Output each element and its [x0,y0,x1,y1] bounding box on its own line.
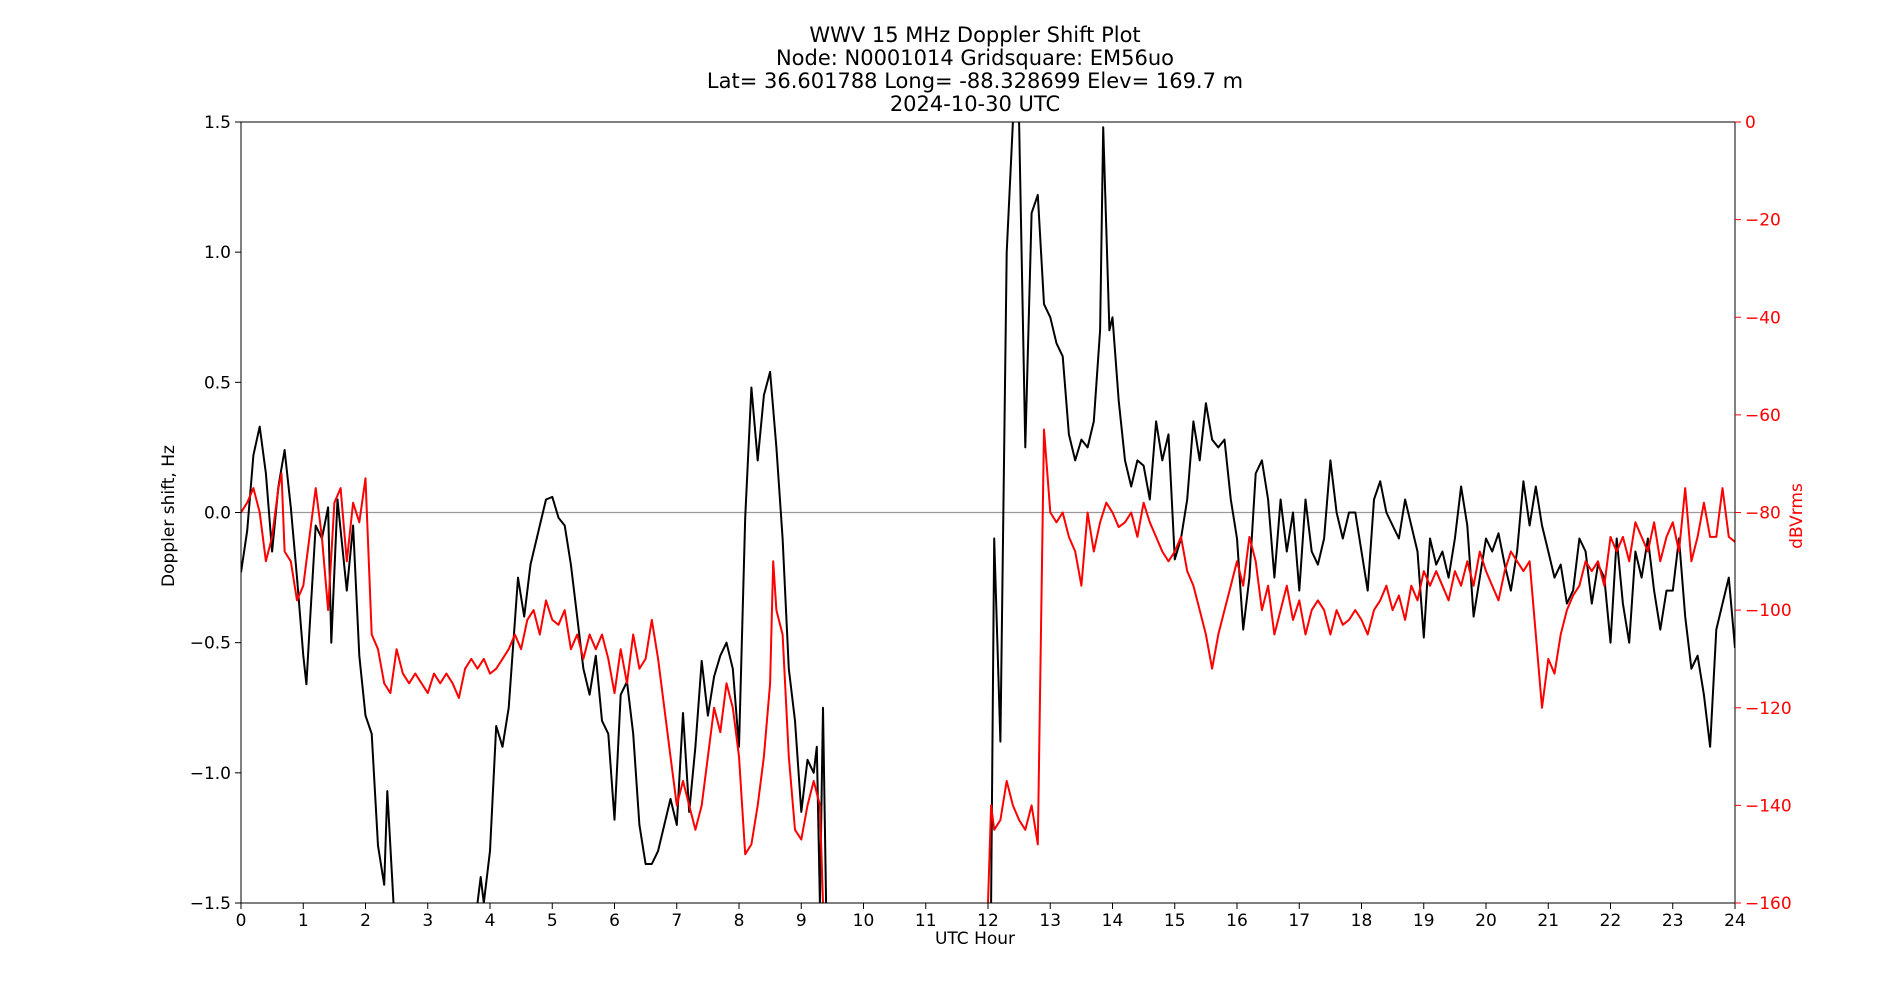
y-tick-label: 1.0 [204,243,231,263]
power-series-line-0 [241,472,824,903]
y2-tick-label: −140 [1745,796,1792,816]
x-tick-label: 7 [671,911,682,931]
x-tick-label: 13 [1039,911,1061,931]
doppler-series-line-3 [1018,122,1735,748]
x-tick-label: 1 [298,911,309,931]
x-tick-label: 9 [796,911,807,931]
x-tick-label: 8 [734,911,745,931]
y2-tick-label: −80 [1745,504,1781,524]
x-tick-label: 11 [915,911,937,931]
title-line-2: Node: N0001014 Gridsquare: EM56uo [776,46,1174,70]
doppler-series-line-0 [241,425,395,903]
doppler-series-line-2 [990,122,1014,903]
y2-tick-label: 0 [1745,113,1756,133]
y-tick-label: 0.5 [204,373,231,393]
x-tick-label: 24 [1724,911,1746,931]
x-tick-label: 0 [236,911,247,931]
y2-tick-label: −40 [1745,308,1781,328]
y2-axis-label: dBVrms [1787,483,1807,549]
x-tick-label: 15 [1164,911,1186,931]
y2-tick-label: −120 [1745,699,1792,719]
x-tick-label: 18 [1351,911,1373,931]
x-tick-label: 6 [609,911,620,931]
y-tick-label: 1.5 [204,113,231,133]
x-tick-label: 16 [1226,911,1248,931]
y-axis-right: −160 −140 −120 −100 −80 −60 −40 −20 0 [1735,113,1792,914]
y2-tick-label: −20 [1745,211,1781,231]
y-tick-label: 0.0 [204,504,231,524]
x-tick-label: 17 [1288,911,1310,931]
title-line-3: Lat= 36.601788 Long= -88.328699 Elev= 16… [707,69,1243,93]
power-series-line-1 [987,428,1735,903]
x-tick-label: 22 [1600,911,1622,931]
y2-tick-label: −100 [1745,601,1792,621]
y2-tick-label: −60 [1745,406,1781,426]
x-axis: 0 1 2 3 4 5 6 7 8 9 10 11 12 13 14 15 16 17 18 19 20 21 22 23 24 [236,903,1746,931]
series-lines [241,122,1735,903]
x-tick-label: 12 [977,911,999,931]
x-tick-label: 14 [1102,911,1124,931]
y-tick-label: −1.0 [190,764,231,784]
x-tick-label: 2 [360,911,371,931]
x-tick-label: 21 [1537,911,1559,931]
doppler-series-line-1 [476,370,828,903]
x-tick-label: 10 [853,911,875,931]
title-line-4: 2024-10-30 UTC [890,92,1060,116]
x-axis-label: UTC Hour [935,929,1015,949]
x-tick-label: 19 [1413,911,1435,931]
y2-tick-label: −160 [1745,894,1792,914]
x-tick-label: 20 [1475,911,1497,931]
chart-title: WWV 15 MHz Doppler Shift Plot Node: N000… [707,23,1243,116]
x-tick-label: 3 [422,911,433,931]
y-axis-left: −1.5 −1.0 −0.5 0.0 0.5 1.0 1.5 [190,113,241,914]
y-tick-label: −1.5 [190,894,231,914]
x-tick-label: 23 [1662,911,1684,931]
x-tick-label: 4 [485,911,496,931]
y-tick-label: −0.5 [190,634,231,654]
y-axis-label: Doppler shift, Hz [159,445,179,587]
x-tick-label: 5 [547,911,558,931]
title-line-1: WWV 15 MHz Doppler Shift Plot [809,23,1140,47]
